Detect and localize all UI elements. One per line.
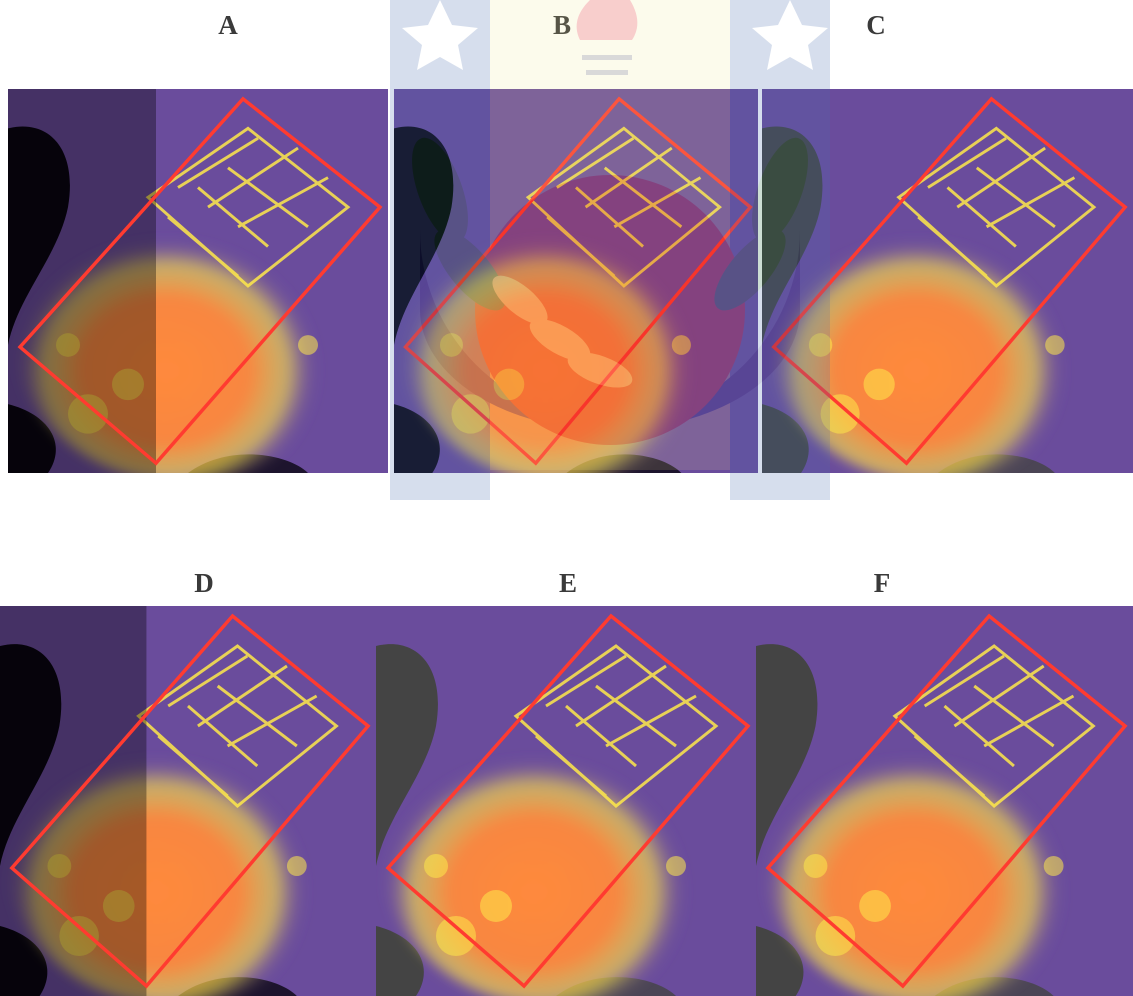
panel-label-b: B bbox=[552, 10, 571, 40]
panel-c-image bbox=[762, 89, 1133, 473]
panel-label-a: A bbox=[218, 10, 238, 40]
panel-label-d: D bbox=[194, 568, 214, 598]
panel-f-image bbox=[756, 606, 1133, 996]
panel-b-image bbox=[394, 89, 758, 473]
panel-label-c: C bbox=[866, 10, 886, 40]
panel-d-image bbox=[0, 606, 376, 996]
panel-label-f: F bbox=[873, 568, 891, 598]
panel-label-e: E bbox=[558, 568, 577, 598]
panel-e-image bbox=[376, 606, 756, 996]
panel-a-image bbox=[8, 89, 388, 473]
